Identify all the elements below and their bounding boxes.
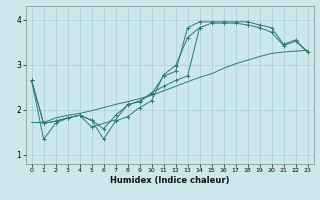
X-axis label: Humidex (Indice chaleur): Humidex (Indice chaleur) bbox=[110, 176, 229, 185]
